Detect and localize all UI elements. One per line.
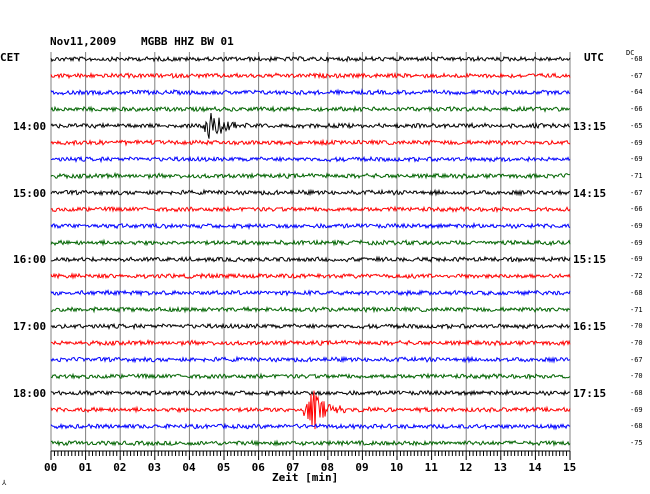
dc-value: -72 bbox=[630, 272, 643, 281]
dc-value: -64 bbox=[630, 88, 643, 97]
trace-line bbox=[50, 355, 571, 364]
x-tick-label: 09 bbox=[355, 461, 369, 474]
right-time-label: 15:15 bbox=[573, 253, 607, 267]
trace-line bbox=[50, 221, 571, 231]
trace-line bbox=[50, 138, 571, 147]
trace-line bbox=[50, 205, 571, 214]
right-time-label: 16:15 bbox=[573, 320, 607, 334]
dc-value: -67 bbox=[630, 71, 643, 80]
dc-value: -70 bbox=[630, 372, 643, 381]
dc-value: -69 bbox=[630, 405, 643, 414]
x-tick-label: 02 bbox=[113, 461, 127, 474]
minute-grid bbox=[50, 52, 571, 451]
trace-line bbox=[50, 305, 571, 314]
dc-value: -71 bbox=[630, 171, 643, 180]
trace-line bbox=[50, 55, 571, 64]
dc-value: -66 bbox=[630, 105, 643, 114]
left-time-label: 18:00 bbox=[13, 387, 47, 400]
trace-line bbox=[50, 88, 571, 97]
trace-line bbox=[50, 255, 571, 264]
x-axis-label: Zeit [min] bbox=[272, 471, 339, 484]
trace-line bbox=[50, 238, 571, 247]
left-zone-label: CET bbox=[0, 51, 20, 64]
x-tick-label: 04 bbox=[182, 461, 196, 474]
dc-value: -69 bbox=[630, 238, 643, 247]
dc-value: -70 bbox=[630, 322, 643, 331]
dc-label: DC bbox=[626, 49, 635, 57]
trace-group bbox=[50, 55, 571, 448]
trace-line bbox=[50, 188, 570, 197]
dc-value: -68 bbox=[630, 288, 643, 297]
trace-line bbox=[50, 71, 571, 80]
trace-line bbox=[50, 372, 571, 381]
trace-line bbox=[50, 422, 571, 431]
trace-line bbox=[50, 289, 571, 297]
left-time-label: 15:00 bbox=[13, 186, 47, 200]
x-tick-label: 11 bbox=[424, 461, 438, 474]
x-tick-label: 01 bbox=[78, 461, 92, 474]
x-tick-label: 10 bbox=[390, 461, 404, 474]
x-tick-label: 00 bbox=[44, 461, 58, 474]
trace-line bbox=[50, 390, 571, 430]
dc-value: -66 bbox=[630, 205, 643, 214]
x-axis bbox=[50, 450, 571, 460]
trace-line bbox=[50, 105, 571, 113]
right-zone-label: UTC bbox=[584, 51, 604, 64]
trace-line bbox=[50, 272, 571, 280]
trace-line bbox=[50, 439, 571, 448]
dc-value: -71 bbox=[630, 305, 643, 314]
dc-value: -75 bbox=[630, 439, 643, 448]
right-time-label: 17:15 bbox=[573, 387, 607, 400]
right-time-label: 13:15 bbox=[573, 119, 607, 133]
x-tick-label: 14 bbox=[528, 461, 542, 474]
x-tick-label: 13 bbox=[493, 461, 508, 474]
left-time-label: 17:00 bbox=[13, 320, 47, 334]
dc-value: -67 bbox=[630, 355, 643, 364]
left-time-label: 14:00 bbox=[13, 119, 47, 133]
dc-value: -65 bbox=[630, 121, 643, 130]
trace-line bbox=[50, 155, 571, 164]
header-station: MGBB HHZ BW 01 bbox=[141, 35, 234, 48]
left-time-label: 16:00 bbox=[13, 253, 47, 267]
x-tick-label: 03 bbox=[147, 461, 162, 474]
dc-value: -67 bbox=[630, 188, 643, 197]
trace-line bbox=[51, 338, 571, 347]
dc-value: -69 bbox=[630, 222, 643, 230]
trace-line bbox=[50, 322, 571, 331]
trace-line bbox=[50, 113, 571, 139]
x-tick-label: 06 bbox=[251, 461, 265, 474]
x-tick-label: 12 bbox=[459, 461, 473, 474]
trace-line bbox=[50, 171, 571, 180]
dc-value: -68 bbox=[630, 389, 643, 397]
header-date: Nov11,2009 bbox=[50, 35, 117, 48]
x-tick-label: 15 bbox=[563, 461, 577, 474]
dc-value: -69 bbox=[630, 155, 643, 164]
corner-mark: ⅄ bbox=[2, 479, 7, 487]
dc-value: -68 bbox=[630, 422, 643, 431]
x-tick-label: 08 bbox=[320, 461, 335, 474]
dc-value: -69 bbox=[630, 255, 643, 264]
dc-value: -70 bbox=[630, 338, 643, 347]
dc-value: -68 bbox=[630, 55, 643, 63]
x-tick-label: 07 bbox=[286, 461, 300, 474]
right-time-label: 14:15 bbox=[573, 186, 607, 200]
dc-value: -69 bbox=[630, 138, 643, 147]
x-tick-label: 05 bbox=[217, 461, 231, 474]
